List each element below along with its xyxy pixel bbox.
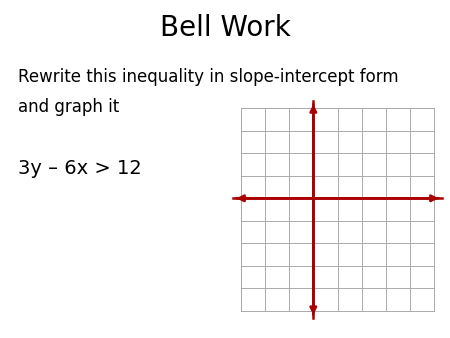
Text: and graph it: and graph it: [18, 98, 119, 116]
Text: Rewrite this inequality in slope-intercept form: Rewrite this inequality in slope-interce…: [18, 68, 399, 86]
Text: Bell Work: Bell Work: [160, 14, 290, 42]
Text: 3y – 6x > 12: 3y – 6x > 12: [18, 159, 142, 178]
